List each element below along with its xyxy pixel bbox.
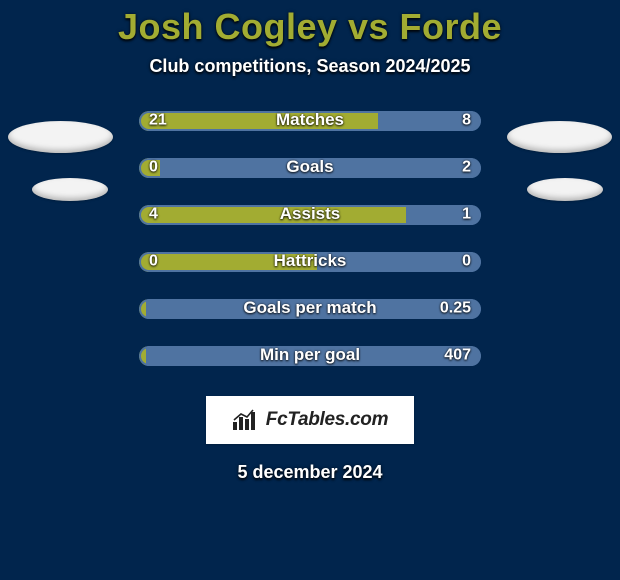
stat-label: Hattricks [274,252,347,271]
stat-row: 21 8 Matches [0,111,620,131]
stat-value-left: 0 [149,158,158,176]
stat-value-right: 1 [462,205,471,223]
stat-value-right: 2 [462,158,471,176]
stat-value-left: 21 [149,111,167,129]
brand-bars-icon [232,409,260,431]
stat-value-right: 0 [462,252,471,270]
stat-bar: 407 Min per goal [139,346,481,366]
stat-bar: 4 1 Assists [139,205,481,225]
page-subtitle: Club competitions, Season 2024/2025 [149,56,470,77]
stat-label: Matches [276,111,344,130]
stat-label: Min per goal [260,346,360,365]
stat-bar-left [139,346,146,366]
stat-row: 0 0 Hattricks [0,252,620,272]
stat-value-left: 0 [149,252,158,270]
brand-badge: FcTables.com [206,396,414,444]
stat-label: Goals per match [243,299,376,318]
stat-row: 0 2 Goals [0,158,620,178]
stat-row: 0.25 Goals per match [0,299,620,319]
stat-bar: 21 8 Matches [139,111,481,131]
stats-container: 21 8 Matches 0 2 Goals 4 1 Assists 0 0 Hattricks 0.2… [0,111,620,366]
stat-bar-left [139,205,406,225]
stat-bar-left [139,299,146,319]
stat-value-right: 407 [444,346,471,364]
stat-row: 407 Min per goal [0,346,620,366]
page-title: Josh Cogley vs Forde [118,6,502,48]
stat-label: Goals [286,158,333,177]
stat-label: Assists [280,205,340,224]
stat-bar: 0 0 Hattricks [139,252,481,272]
stat-row: 4 1 Assists [0,205,620,225]
brand-text: FcTables.com [266,409,388,431]
content-wrap: Josh Cogley vs Forde Club competitions, … [0,0,620,580]
stat-value-right: 8 [462,111,471,129]
stat-value-right: 0.25 [440,299,471,317]
stat-bar: 0 2 Goals [139,158,481,178]
footer-date: 5 december 2024 [237,462,382,483]
stat-value-left: 4 [149,205,158,223]
stat-bar: 0.25 Goals per match [139,299,481,319]
